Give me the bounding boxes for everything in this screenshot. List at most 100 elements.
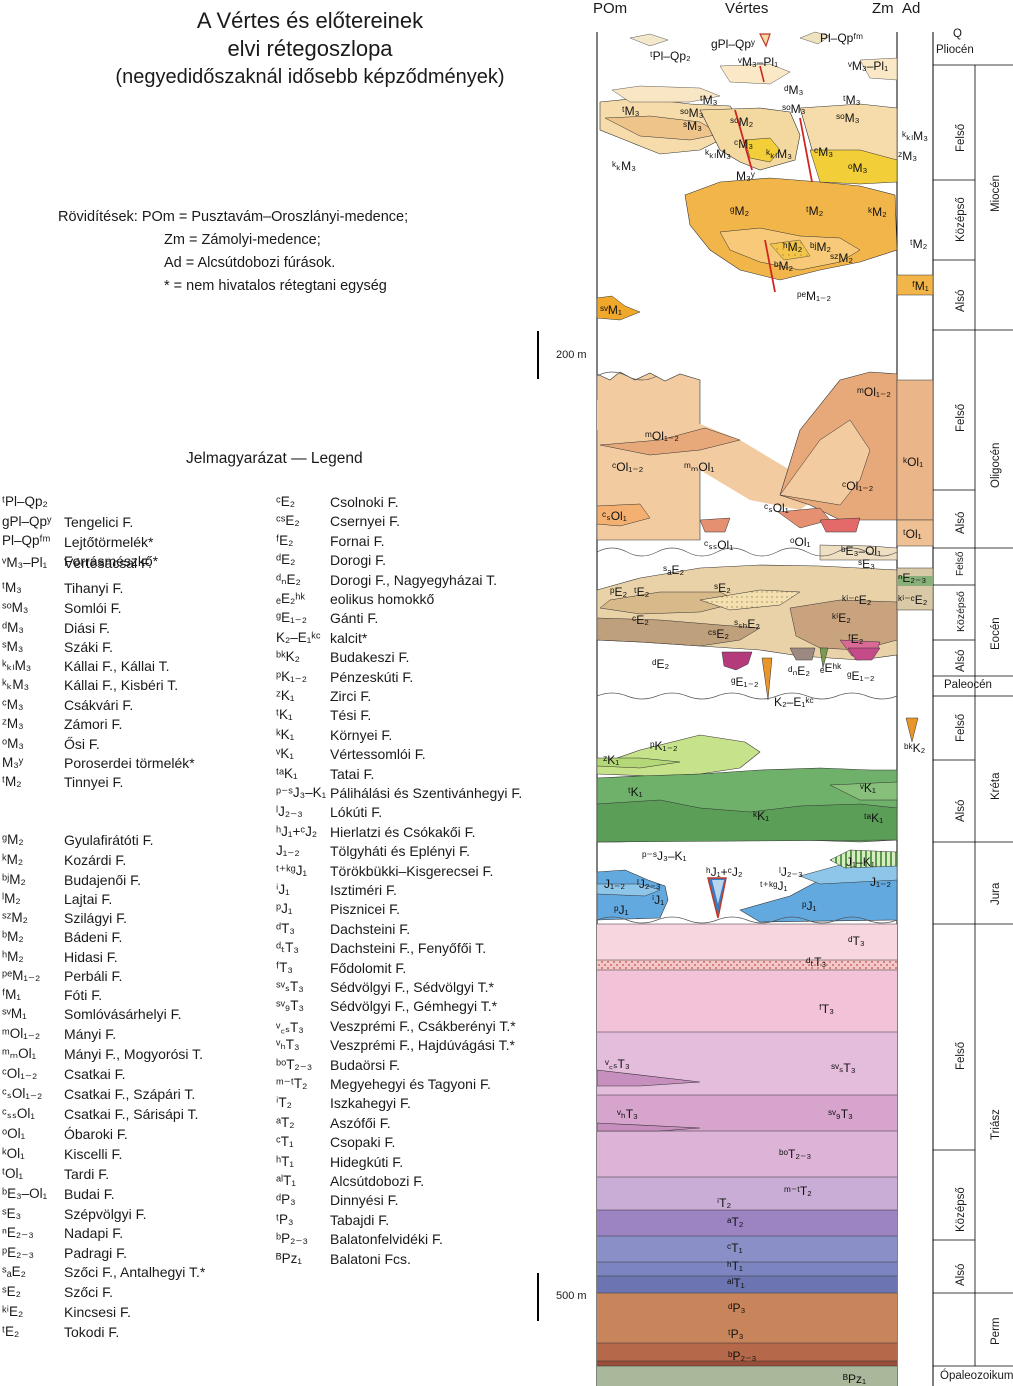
legend-name: Zirci F.	[330, 688, 372, 704]
legend-code: ᵗE₂	[2, 1324, 20, 1339]
label-m3m: ᵒM₃	[848, 161, 868, 175]
label-e15: ᵍE₁₋₂	[847, 669, 875, 683]
label-m3d: ᵈM₃	[784, 83, 804, 97]
abbreviation-line: Ad = Alcsútdobozi fúrások.	[164, 255, 336, 271]
label-t11: ᵃT₂	[727, 1215, 744, 1229]
legend-code: ᵛₕT₃	[276, 1037, 300, 1052]
legend-name: Padragi F.	[64, 1245, 128, 1261]
legend-code: ˢᵛM₁	[2, 1006, 27, 1021]
stage-paleocen: Paleocén	[944, 679, 992, 691]
label-ol2: ᵐOl₁₋₂	[645, 429, 679, 443]
legend-name: Nadapi F.	[64, 1225, 124, 1241]
legend-code: J₁₋₂	[276, 843, 300, 858]
legend-code: ᵏₖM₃	[2, 677, 30, 692]
label-m3c: ˢM₃	[683, 119, 702, 133]
label-t7: ˢᵛ₉T₃	[828, 1107, 853, 1121]
legend-code: ᴮPz₁	[276, 1251, 302, 1266]
label-pz: ᴮPz₁	[843, 1372, 866, 1386]
stage-also-triasz: Alsó	[955, 1263, 967, 1286]
label-ol7: ᶜₛOl₁	[602, 509, 627, 523]
legend-name: Pénzeskúti F.	[330, 669, 414, 685]
legend-code: ᵛ꜀ₛT₃	[276, 1020, 304, 1035]
legend-code: K₂–E₁ᵏᶜ	[276, 630, 321, 645]
legend-name: Vértessomlói F.	[330, 746, 426, 762]
label-m2e: ᵇʲM₂	[810, 240, 831, 254]
layer-dE2	[596, 617, 761, 647]
legend-code: Pl–Qpᶠᵐ	[2, 533, 51, 548]
layer-bkK2	[905, 717, 919, 743]
label-e6: ˢₛₕE₂	[734, 617, 760, 631]
legend-code: ᵗPl–Qp₂	[2, 494, 48, 509]
legend-name: Csatkai F., Szápári T.	[64, 1086, 196, 1102]
legend-name: Mányi F.	[64, 1026, 117, 1042]
layer-boT23	[597, 1131, 897, 1177]
label-ol4: ᵐₘOl₁	[684, 460, 714, 474]
label-k5: ᵛK₁	[859, 781, 876, 795]
label-ol12: ᵇE₃–Ol₁	[841, 544, 881, 558]
label-ol1: ᵐOl₁₋₂	[857, 385, 891, 399]
label-ol9: ᶜₛₛOl₁	[704, 538, 733, 552]
legend-name: Bádeni F.	[64, 929, 123, 945]
legend-name: Tatai F.	[330, 766, 375, 782]
abbreviation-line: Rövidítések: POm = Pusztavám–Oroszlányi-…	[58, 209, 409, 225]
legend-name: Törökbükki–Kisgerecsei F.	[330, 863, 494, 879]
legend-code: ʰT₁	[276, 1154, 294, 1169]
legend-code: ʰM₂	[2, 949, 24, 964]
legend-name: Tardi F.	[64, 1166, 110, 1182]
label-j11: ᵖJ₁	[802, 899, 817, 913]
legend-name: Tokodi F.	[64, 1324, 120, 1340]
legend-code: ᶜM₃	[2, 697, 24, 712]
scale-bar-200	[537, 331, 539, 379]
legend-name: Fődolomit F.	[330, 960, 407, 976]
layer-svM1	[596, 295, 641, 321]
legend-code: ᵍM₂	[2, 832, 24, 847]
legend-code: ᵏₖₗM₃	[2, 658, 32, 673]
layer-aT2	[597, 1210, 897, 1236]
abbreviation-line: * = nem hivatalos rétegtani egység	[164, 278, 387, 294]
legend-code: ˢE₃	[2, 1206, 22, 1221]
label-j9: J₁–K₁	[846, 855, 875, 869]
layer-dP3	[597, 1293, 897, 1343]
label-m3o: ᵏₖM₃	[612, 159, 636, 173]
legend-name: Óbaroki F.	[64, 1126, 128, 1142]
abbreviation-line: Zm = Zámolyi-medence;	[164, 232, 321, 248]
label-e10: ᶠE₂	[848, 632, 864, 646]
legend-code: ⁱJ₁	[276, 882, 290, 897]
label-ol5: ᶜOl₁₋₂	[842, 479, 874, 493]
legend-code: ᵐ⁻ᵗT₂	[276, 1076, 308, 1091]
label-m2g: ᵇM₂	[774, 259, 794, 273]
stage-pliocen: Pliocén	[936, 44, 974, 56]
label-m3r: ᵏₖₗM₃	[902, 129, 928, 143]
legend-name: Kállai F., Kállai T.	[64, 658, 170, 674]
legend-code: ᵛM₃–Pl₁	[2, 555, 48, 570]
layer-K2E1kc	[761, 657, 773, 701]
layer-gE12-r	[847, 647, 881, 661]
legend-code: ᶻK₁	[276, 688, 295, 703]
label-p2: ᵗP₃	[728, 1327, 744, 1341]
legend-code: ᵇʲM₂	[2, 872, 26, 887]
layer-dtT3	[597, 960, 897, 970]
legend-name: Lókúti F.	[330, 804, 383, 820]
label-m3i: ᶜM₃	[734, 137, 753, 151]
stage-felso-miocen: Felső	[955, 123, 967, 152]
label-m3f: ˢᵒM₃	[782, 102, 806, 116]
layer-J1-K1	[829, 849, 898, 869]
legend-name: Lajtai F.	[64, 891, 113, 907]
legend-code: ᶜE₂	[276, 494, 296, 509]
label-t13: ʰT₁	[727, 1259, 743, 1273]
legend-code: ᵖ⁻ˢJ₃–K₁	[276, 785, 327, 800]
label-m3j: ᵏₖₗM₃	[705, 147, 731, 161]
label-j3: ˡJ₂₋₃	[637, 877, 661, 891]
legend-code: ᵈₜT₃	[276, 940, 299, 955]
legend-code: ᵈE₂	[276, 552, 296, 567]
label-pl5: ᵛM₃–Pl₁	[847, 59, 888, 73]
layer-oOl1	[819, 517, 861, 533]
stage-felso-oligocen: Felső	[955, 403, 967, 432]
legend-code: ᶜOl₁₋₂	[2, 1066, 38, 1081]
legend-code: ᶜₛₛOl₁	[2, 1106, 35, 1121]
label-t12: ᶜT₁	[727, 1241, 743, 1255]
legend-code: ˢᶻM₂	[2, 910, 28, 925]
label-j8: ᵗ⁺ᵏᵍJ₁	[760, 879, 788, 893]
legend-name: Hidegkúti F.	[330, 1154, 404, 1170]
layer-vK1	[829, 781, 898, 801]
